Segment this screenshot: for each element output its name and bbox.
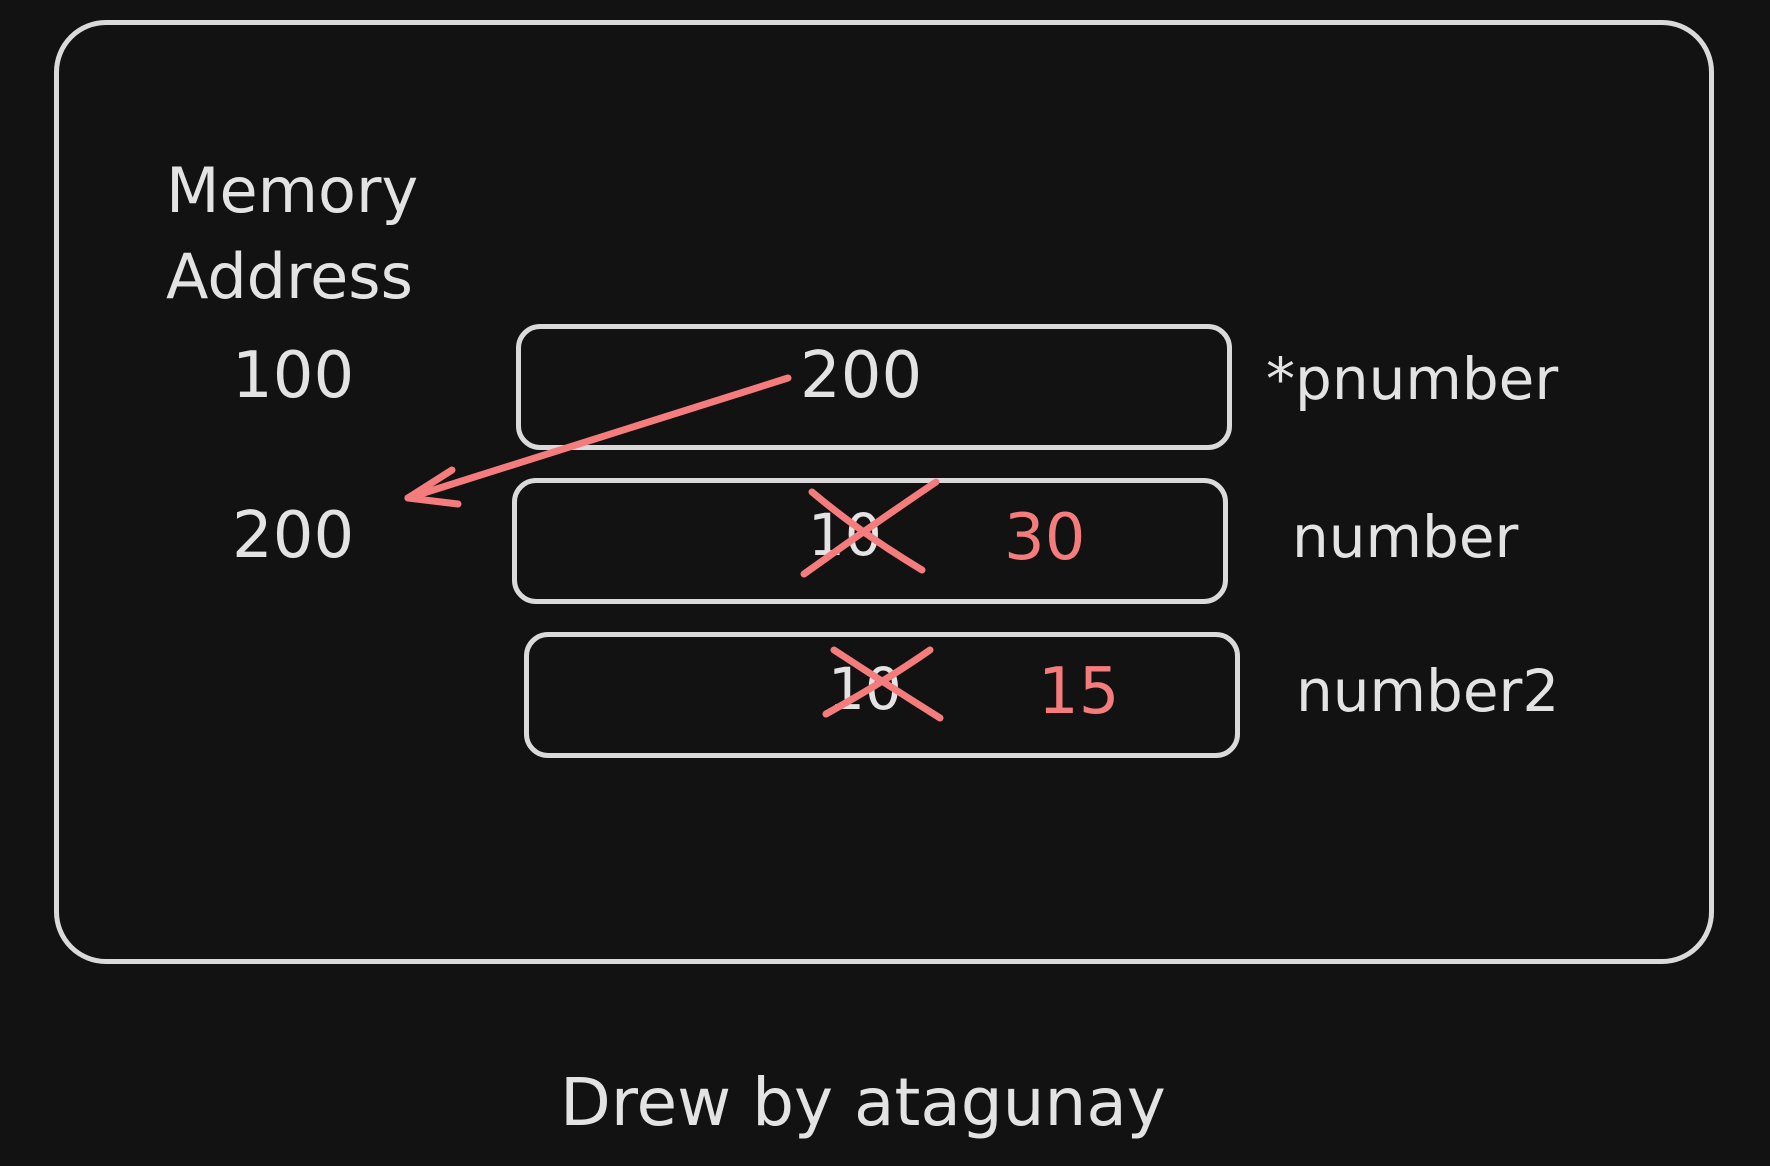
pointer-value: 200	[800, 339, 923, 413]
number-new-value: 30	[1004, 501, 1086, 575]
variable-label-pnumber: *pnumber	[1266, 345, 1559, 413]
memory-address-title: Memory Address	[166, 154, 419, 313]
address-label-2: 200	[232, 499, 355, 573]
credit-text: Drew by atagunay	[560, 1064, 1166, 1141]
number2-old-value: 10	[828, 655, 902, 723]
number-old-value: 10	[808, 501, 882, 569]
memory-cell-number2	[524, 632, 1240, 758]
variable-label-number2: number2	[1296, 657, 1560, 725]
number2-new-value: 15	[1038, 655, 1120, 729]
memory-frame	[54, 20, 1714, 964]
address-label-1: 100	[232, 339, 355, 413]
variable-label-number: number	[1292, 503, 1519, 571]
